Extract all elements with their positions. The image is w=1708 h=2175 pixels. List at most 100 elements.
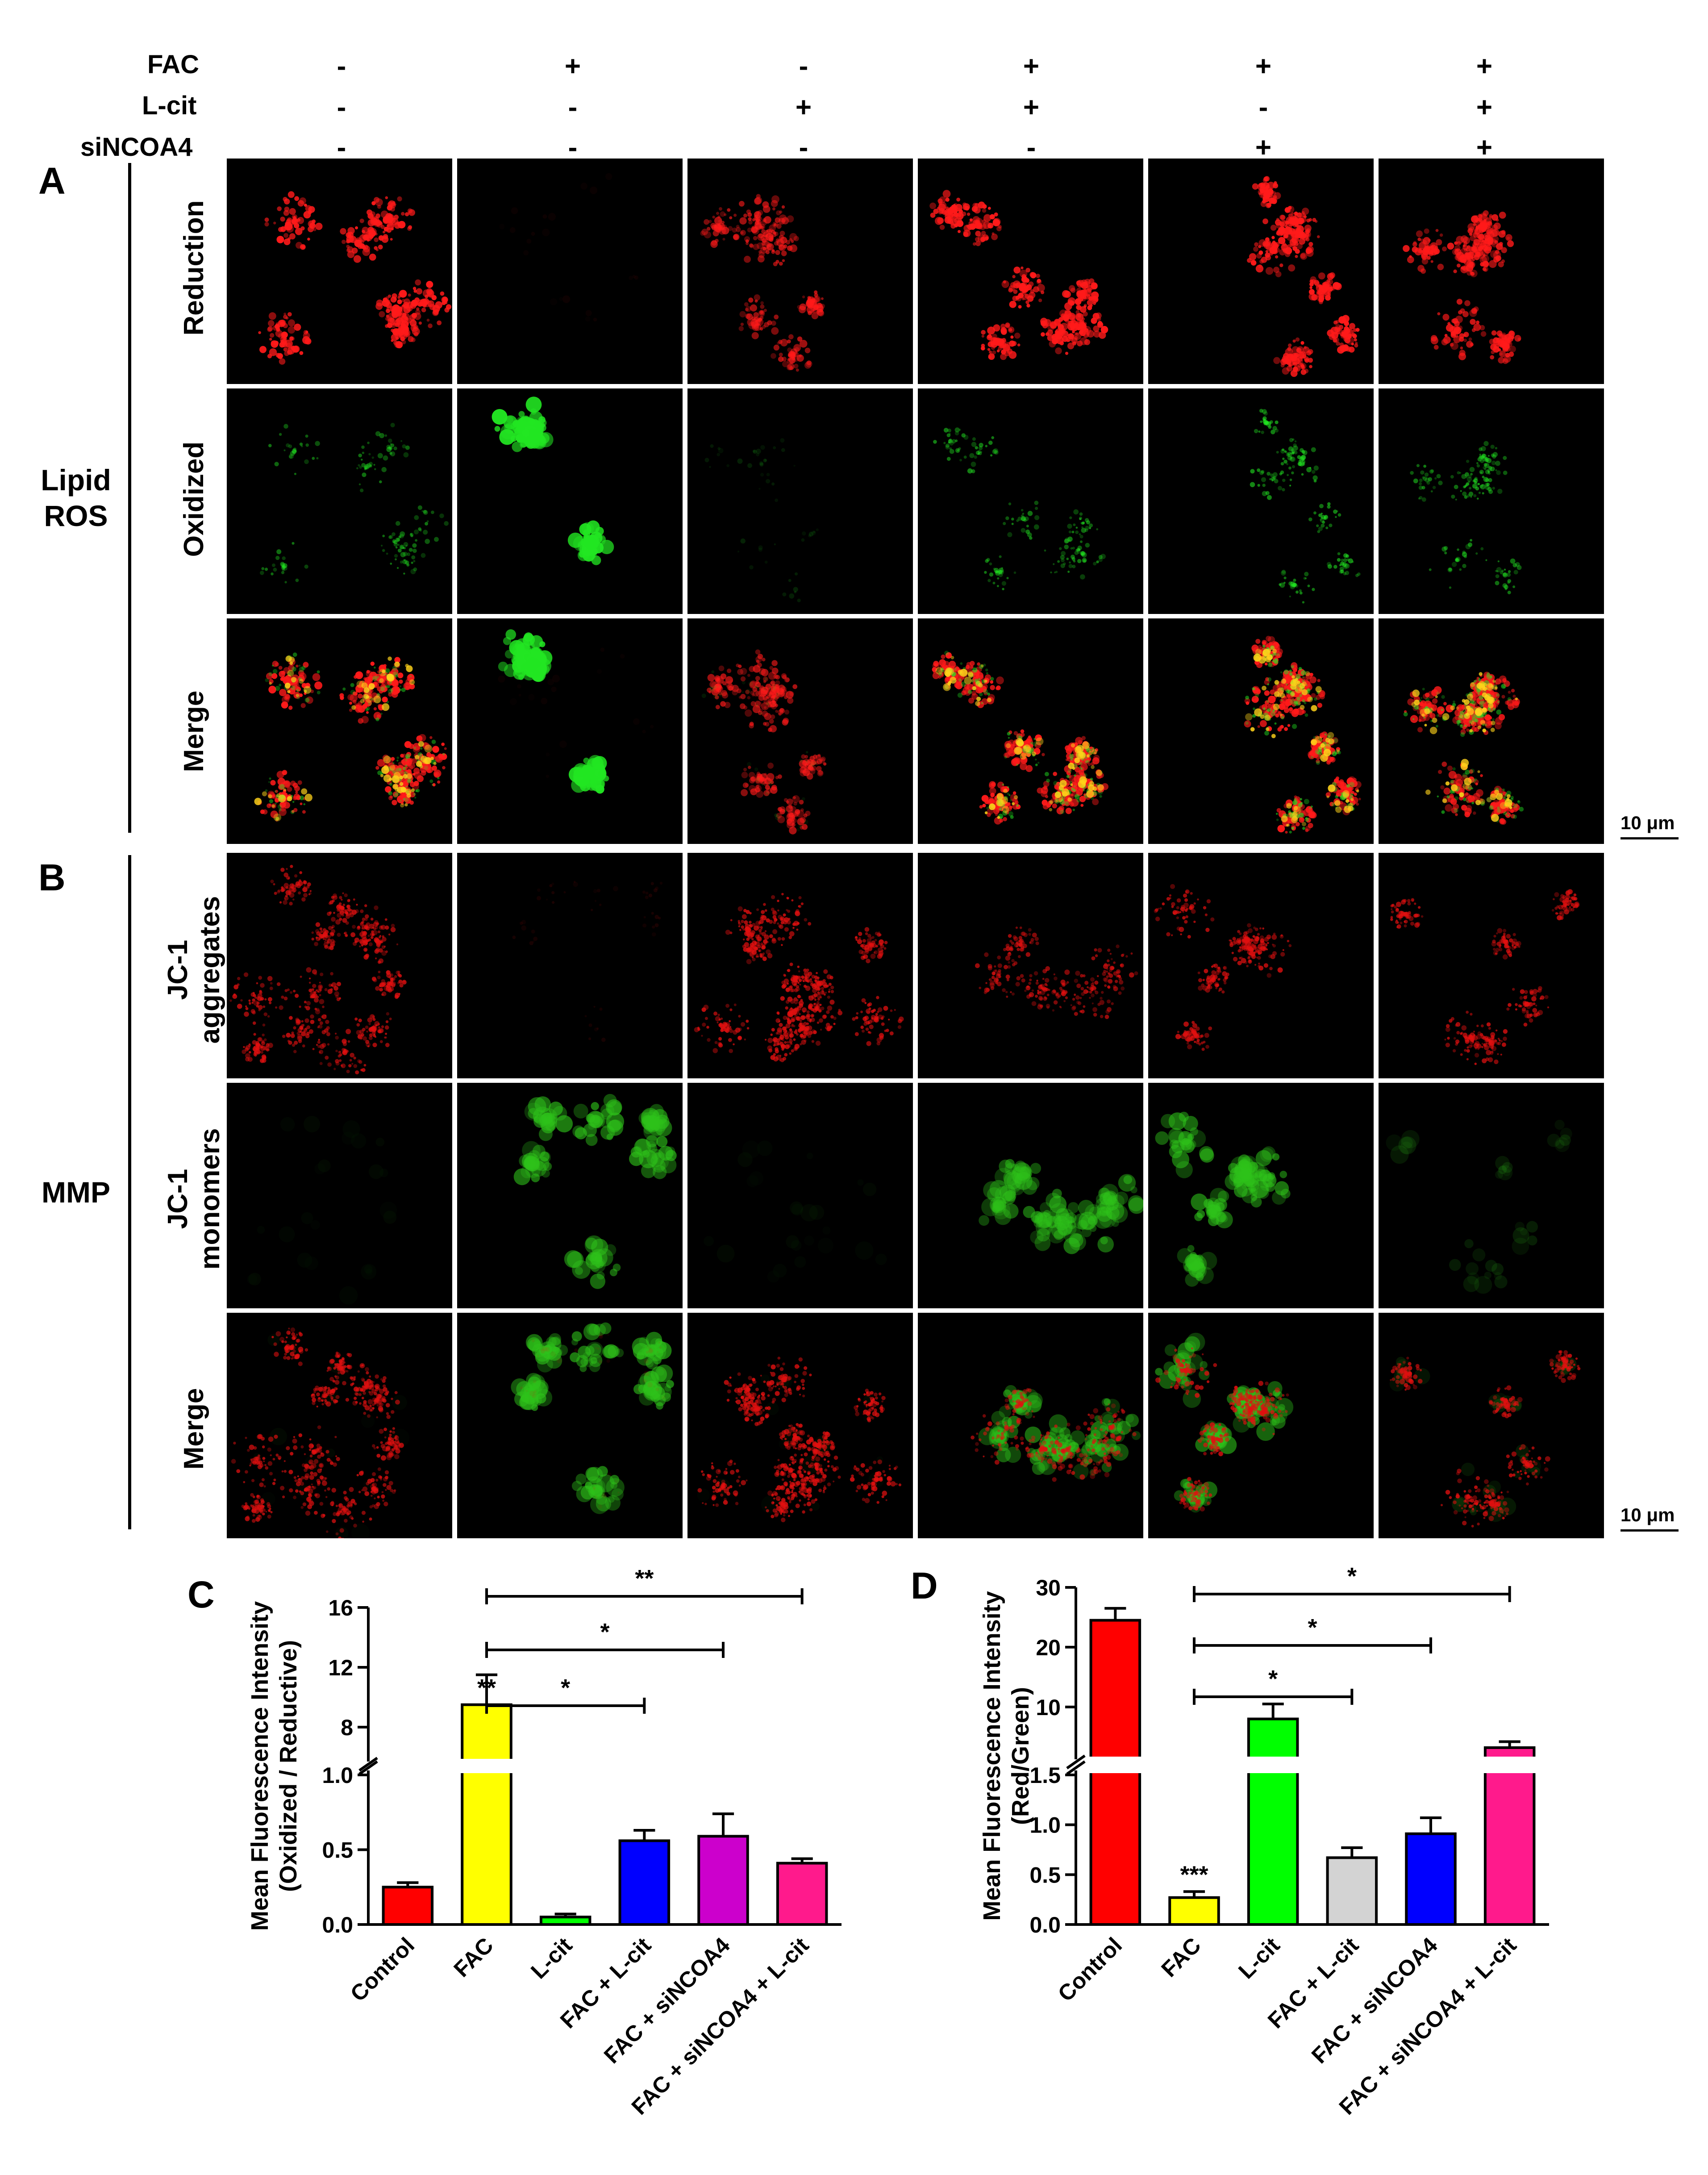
bar: [1168, 1896, 1220, 1926]
micrograph-oxidized: [918, 388, 1143, 614]
row-label-merge-b: Merge: [179, 1388, 209, 1470]
bar: [776, 1862, 828, 1926]
micrograph-merge-mmp: [1379, 1313, 1604, 1538]
y-tick-label: 20: [1036, 1635, 1061, 1660]
axis-break-mark: [358, 1760, 378, 1775]
y-axis-label-line1: Mean Fluorescence Intensity: [979, 1591, 1005, 1920]
treatment-sign: +: [1255, 51, 1272, 82]
micrograph-jc1-aggregates: [687, 853, 913, 1078]
treatment-sign: -: [337, 92, 346, 123]
row-label-reduction: Reduction: [179, 200, 209, 336]
chart-c: C Mean Fluorescence Intensity (Oxidized / …: [187, 1565, 842, 2120]
treatment-sign: +: [1023, 92, 1040, 123]
micrograph-merge-mmp: [1148, 1313, 1374, 1538]
panel-a-section-label: Lipid ROS: [36, 462, 116, 534]
bar: [618, 1839, 671, 1926]
bar: [1483, 1746, 1536, 1926]
x-tick-label: Control: [1053, 1933, 1127, 2006]
scale-bar-label-a: 10 μm: [1621, 812, 1675, 833]
bar: [382, 1886, 434, 1926]
row-label-oxidized: Oxidized: [179, 441, 209, 557]
micrograph-reduction: [918, 159, 1143, 384]
panel-b-section-label: MMP: [42, 1176, 110, 1209]
panel-letter: D: [911, 1565, 938, 1607]
treatment-sign: +: [1476, 132, 1493, 163]
micrograph-merge-lipid: [687, 618, 913, 844]
y-tick-label: 1.0: [322, 1763, 353, 1788]
jc1-monomers-line1: JC-1: [162, 1169, 193, 1229]
micrograph-merge-lipid: [1379, 618, 1604, 844]
y-tick-label: 0.5: [1029, 1862, 1061, 1887]
section-label-line1: Lipid: [41, 463, 111, 497]
jc1-aggregates-line1: JC-1: [162, 939, 193, 1000]
y-tick-label: 1.0: [1029, 1813, 1061, 1838]
comparison-marker: *: [600, 1619, 609, 1645]
row-label-merge-a: Merge: [179, 690, 209, 772]
treatment-label-lcit: L-cit: [142, 91, 197, 120]
y-tick-label: 8: [341, 1715, 353, 1740]
scale-bar-b: [1621, 1529, 1679, 1532]
treatment-sign: +: [564, 51, 581, 82]
micrograph-reduction: [687, 159, 913, 384]
row-label-jc1-monomers: JC-1 monomers: [162, 1128, 226, 1270]
treatment-sign: -: [1258, 92, 1268, 123]
micrograph-jc1-aggregates: [457, 853, 683, 1078]
micrograph-oxidized: [687, 388, 913, 614]
treatment-sign: -: [568, 132, 578, 163]
bar-break-gap: [460, 1759, 513, 1773]
treatment-sign: -: [337, 51, 346, 82]
panel-b-letter: B: [38, 856, 66, 898]
bar-break-gap: [1089, 1757, 1142, 1773]
row-label-jc1-aggregates: JC-1 aggregates: [162, 896, 226, 1044]
micrograph-jc1-aggregates: [227, 853, 452, 1078]
micrograph-jc1-monomers: [227, 1083, 452, 1308]
comparison-marker: *: [1268, 1666, 1278, 1692]
treatment-label-fac: FAC: [147, 50, 199, 79]
y-tick-label: 30: [1036, 1575, 1061, 1600]
significance-marker: **: [477, 1674, 496, 1701]
bar: [461, 1703, 512, 1926]
treatment-sign: +: [1476, 51, 1493, 82]
jc1-monomers-line2: monomers: [195, 1128, 225, 1270]
micrograph-merge-lipid: [918, 618, 1143, 844]
y-axis-label-line2: (Oxidized / Reductive): [275, 1640, 302, 1892]
micrograph-merge-lipid: [457, 618, 683, 844]
panel-b-bracket: [128, 855, 131, 1529]
bar: [697, 1835, 749, 1926]
bar: [1326, 1856, 1378, 1926]
micrograph-oxidized: [457, 388, 683, 614]
x-tick-label: L-cit: [526, 1933, 577, 1983]
micrograph-jc1-monomers: [1379, 1083, 1604, 1308]
treatment-sign: +: [1255, 132, 1272, 163]
panel-a-bracket: [128, 163, 131, 833]
micrograph-merge-mmp: [227, 1313, 452, 1538]
y-tick-label: 0.0: [322, 1912, 353, 1937]
treatment-sign: -: [337, 132, 346, 163]
bar: [1247, 1717, 1299, 1926]
micrograph-jc1-monomers: [457, 1083, 683, 1308]
y-axis-label-line1: Mean Fluorescence Intensity: [246, 1601, 273, 1931]
comparison-marker: *: [561, 1674, 570, 1701]
micrograph-jc1-monomers: [687, 1083, 913, 1308]
treatment-sign: -: [1026, 132, 1036, 163]
micrograph-jc1-aggregates: [918, 853, 1143, 1078]
micrograph-oxidized: [1148, 388, 1374, 614]
micrograph-merge-lipid: [1148, 618, 1374, 844]
y-tick-label: 10: [1036, 1695, 1061, 1720]
micrograph-merge-mmp: [457, 1313, 683, 1538]
comparison-marker: *: [1347, 1563, 1357, 1590]
micrograph-oxidized: [227, 388, 452, 614]
panel-a-letter: A: [38, 160, 66, 202]
x-tick-label: L-cit: [1233, 1933, 1284, 1983]
micrograph-merge-mmp: [918, 1313, 1143, 1538]
panel-letter: C: [187, 1574, 215, 1616]
micrograph-reduction: [1379, 159, 1604, 384]
x-tick-label: FAC: [449, 1933, 498, 1982]
x-tick-label: Control: [346, 1933, 419, 2006]
treatment-sign: +: [1023, 51, 1040, 82]
y-tick-label: 16: [328, 1595, 353, 1620]
comparison-marker: **: [635, 1565, 654, 1592]
axis-break-mark: [1066, 1760, 1086, 1775]
significance-marker: ***: [1180, 1861, 1208, 1888]
bar-break-gap: [1483, 1757, 1536, 1773]
